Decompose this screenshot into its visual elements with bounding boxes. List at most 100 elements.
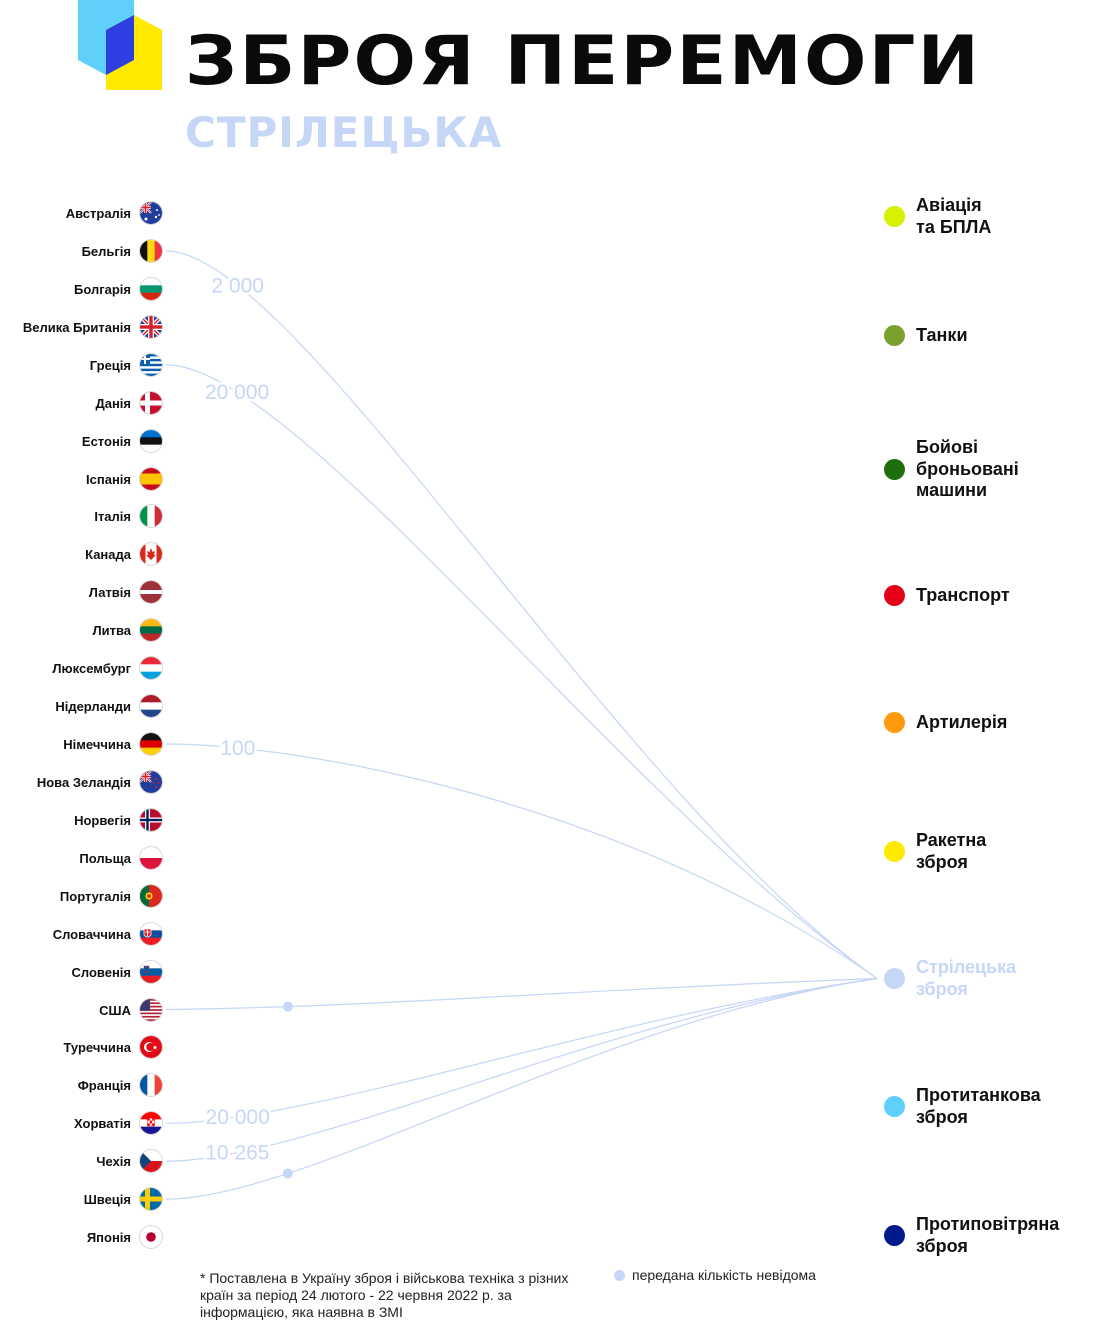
category-dot: [884, 712, 905, 734]
poland-flag-icon: [140, 846, 162, 869]
country-row[interactable]: Австралія: [0, 202, 162, 226]
link-quantity-label: 100: [220, 737, 255, 760]
country-row[interactable]: Польща: [0, 846, 162, 871]
country-name: Словаччина: [52, 926, 131, 942]
country-name: Чехія: [96, 1154, 131, 1170]
country-row[interactable]: Туреччина: [0, 1036, 162, 1060]
unknown-quantity-dot: [282, 1001, 293, 1012]
category-dot: [884, 585, 905, 607]
country-row[interactable]: Чехія: [0, 1150, 162, 1174]
turkey-flag-icon: [140, 1036, 162, 1059]
greece-flag-icon: [140, 353, 162, 376]
country-row[interactable]: Норвегія: [0, 808, 162, 833]
czechia-flag-icon: [140, 1150, 162, 1173]
slovenia-flag-icon: [140, 960, 162, 983]
country-row[interactable]: Канада: [0, 543, 162, 567]
country-name: Нідерланди: [55, 699, 131, 715]
footnote: * Поставлена в Україну зброя і військова…: [200, 1270, 569, 1320]
link-quantity-label: 2 000: [211, 275, 264, 298]
unknown-quantity-dot: [282, 1168, 293, 1179]
link-line: [165, 250, 878, 979]
country-row[interactable]: Бельгія: [0, 239, 162, 264]
norway-flag-icon: [140, 808, 162, 831]
denmark-flag-icon: [140, 391, 162, 414]
country-row[interactable]: Італія: [0, 505, 162, 529]
country-row[interactable]: Іспанія: [0, 467, 162, 492]
category-label: Протиповітряна зброя: [916, 1214, 1060, 1256]
category-dot: [884, 1096, 905, 1117]
country-name: Словенія: [71, 964, 131, 980]
country-row[interactable]: Словаччина: [0, 922, 162, 947]
link-line: [165, 977, 878, 1200]
country-name: Польща: [79, 850, 131, 866]
page-title: ЗБРОЯ ПЕРЕМОГИ: [185, 22, 982, 101]
link-line: [165, 977, 878, 1162]
canada-flag-icon: [140, 543, 162, 566]
country-row[interactable]: Словенія: [0, 960, 162, 985]
link-quantity-label: 10 265: [205, 1142, 269, 1165]
category-dot: [884, 968, 905, 989]
category-label: Артилерія: [916, 712, 1008, 732]
category-dot: [884, 458, 905, 480]
country-name: США: [99, 1002, 131, 1018]
country-name: Латвія: [88, 585, 131, 601]
spain-flag-icon: [140, 467, 162, 490]
country-row[interactable]: Швеція: [0, 1188, 162, 1212]
country-name: Норвегія: [74, 812, 131, 828]
country-name: Литва: [92, 623, 131, 639]
japan-flag-icon: [140, 1226, 162, 1249]
country-name: Греція: [89, 357, 131, 373]
country-name: Канада: [85, 547, 131, 563]
country-name: Австралія: [65, 206, 131, 221]
country-row[interactable]: Франція: [0, 1074, 162, 1098]
country-row[interactable]: Нідерланди: [0, 695, 162, 719]
country-row[interactable]: Данія: [0, 391, 162, 416]
germany-flag-icon: [140, 733, 162, 756]
logo: [78, 0, 162, 90]
category-label: Ракетна зброя: [916, 830, 987, 872]
country-row[interactable]: Португалія: [0, 884, 162, 909]
category-dot: [884, 325, 905, 347]
country-name: Нова Зеландія: [36, 774, 131, 790]
uk-flag-icon: [140, 315, 162, 338]
luxembourg-flag-icon: [140, 657, 162, 680]
country-name: Хорватія: [74, 1116, 131, 1132]
country-name: Португалія: [59, 888, 131, 904]
bulgaria-flag-icon: [140, 277, 162, 300]
country-name: Туреччина: [63, 1040, 131, 1056]
country-row[interactable]: Японія: [0, 1226, 162, 1250]
category-label: Транспорт: [916, 585, 1010, 605]
legend: передана кількість невідома: [614, 1267, 816, 1283]
country-row[interactable]: Німеччина: [0, 733, 162, 757]
category-dot: [884, 1225, 905, 1246]
country-name: Швеція: [83, 1192, 131, 1208]
france-flag-icon: [140, 1074, 162, 1097]
country-row[interactable]: Естонія: [0, 429, 162, 454]
country-row[interactable]: Латвія: [0, 581, 162, 605]
country-name: Іспанія: [86, 471, 131, 487]
link-line: [165, 977, 878, 1011]
country-row[interactable]: Греція: [0, 353, 162, 378]
category-label: Стрілецька зброя: [916, 957, 1017, 999]
country-name: Японія: [86, 1230, 131, 1246]
country-row[interactable]: Литва: [0, 619, 162, 643]
country-row[interactable]: Болгарія: [0, 277, 162, 302]
country-row[interactable]: Велика Британія: [0, 315, 162, 340]
country-name: Франція: [77, 1078, 131, 1094]
country-row[interactable]: Нова Зеландія: [0, 770, 162, 795]
new-zealand-flag-icon: [140, 770, 162, 793]
lithuania-flag-icon: [140, 619, 162, 642]
country-row[interactable]: Люксембург: [0, 657, 162, 681]
country-row[interactable]: США: [0, 998, 162, 1023]
country-name: Німеччина: [63, 737, 131, 753]
page-subtitle: СТРІЛЕЦЬКА: [185, 108, 503, 157]
legend-unknown-label: передана кількість невідома: [632, 1267, 816, 1283]
belgium-flag-icon: [140, 239, 162, 262]
country-name: Бельгія: [81, 243, 131, 259]
category-label: Бойові броньовані машини: [916, 437, 1019, 500]
slovakia-flag-icon: [140, 922, 162, 945]
country-row[interactable]: Хорватія: [0, 1112, 162, 1136]
country-name: Італія: [94, 509, 131, 525]
italy-flag-icon: [140, 505, 162, 528]
